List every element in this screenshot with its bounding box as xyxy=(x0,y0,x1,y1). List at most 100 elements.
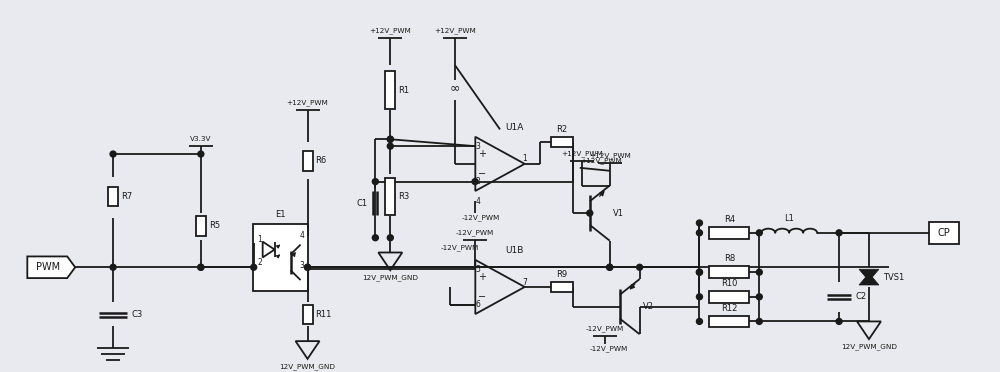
Text: 7: 7 xyxy=(522,278,527,286)
Text: -12V_PWM: -12V_PWM xyxy=(590,346,628,352)
Circle shape xyxy=(472,179,478,185)
Circle shape xyxy=(387,136,393,142)
Text: +12V_PWM: +12V_PWM xyxy=(287,99,328,106)
Circle shape xyxy=(637,264,643,270)
Circle shape xyxy=(696,294,702,300)
Circle shape xyxy=(372,179,378,185)
Circle shape xyxy=(110,264,116,270)
Text: -12V_PWM: -12V_PWM xyxy=(456,229,494,236)
Text: V3.3V: V3.3V xyxy=(190,136,212,142)
Circle shape xyxy=(198,264,204,270)
Text: +12V_PWM: +12V_PWM xyxy=(580,157,622,164)
Circle shape xyxy=(696,230,702,236)
Circle shape xyxy=(756,230,762,236)
Text: V1: V1 xyxy=(613,209,624,218)
Text: R4: R4 xyxy=(724,215,735,224)
Text: 12V_PWM_GND: 12V_PWM_GND xyxy=(841,343,897,350)
Text: R3: R3 xyxy=(398,192,410,201)
Text: 2: 2 xyxy=(257,258,262,267)
Text: 3: 3 xyxy=(299,261,304,270)
Text: CP: CP xyxy=(937,228,950,238)
Text: +: + xyxy=(478,272,486,282)
Circle shape xyxy=(198,151,204,157)
Circle shape xyxy=(696,269,702,275)
Text: 4: 4 xyxy=(299,231,304,240)
Bar xyxy=(108,186,118,206)
Circle shape xyxy=(756,269,762,275)
Circle shape xyxy=(387,136,393,142)
Text: R8: R8 xyxy=(724,254,735,263)
Bar xyxy=(551,282,573,292)
Circle shape xyxy=(756,318,762,324)
Circle shape xyxy=(696,269,702,275)
Bar xyxy=(709,315,749,327)
Text: −: − xyxy=(478,169,486,179)
Bar xyxy=(303,151,313,171)
Text: 12V_PWM_GND: 12V_PWM_GND xyxy=(362,274,418,281)
Text: U1B: U1B xyxy=(505,246,523,255)
Bar xyxy=(196,216,206,236)
Circle shape xyxy=(836,318,842,324)
Text: 6: 6 xyxy=(476,300,480,309)
Polygon shape xyxy=(859,269,879,281)
Text: +12V_PWM: +12V_PWM xyxy=(434,27,476,34)
Bar xyxy=(929,222,959,244)
Text: PWM: PWM xyxy=(36,262,60,272)
Polygon shape xyxy=(859,273,879,285)
Text: -12V_PWM: -12V_PWM xyxy=(586,326,624,332)
Bar xyxy=(385,178,395,215)
Text: R11: R11 xyxy=(316,310,332,319)
Bar xyxy=(709,227,749,239)
Text: -12V_PWM: -12V_PWM xyxy=(462,215,500,221)
Polygon shape xyxy=(27,256,75,278)
Circle shape xyxy=(756,294,762,300)
Circle shape xyxy=(607,264,613,270)
Text: 5: 5 xyxy=(476,265,480,274)
Bar xyxy=(253,224,308,291)
Text: 2: 2 xyxy=(476,177,480,186)
Circle shape xyxy=(696,220,702,226)
Text: +12V_PWM: +12V_PWM xyxy=(369,27,411,34)
Text: C2: C2 xyxy=(855,292,866,301)
Text: TVS1: TVS1 xyxy=(883,273,904,282)
Text: C1: C1 xyxy=(356,199,367,208)
Text: 1: 1 xyxy=(523,154,527,163)
Text: U1A: U1A xyxy=(505,123,523,132)
Bar xyxy=(385,71,395,109)
Circle shape xyxy=(387,143,393,149)
Text: L1: L1 xyxy=(784,214,794,223)
Text: 3: 3 xyxy=(476,142,480,151)
Text: V2: V2 xyxy=(643,302,654,311)
Circle shape xyxy=(305,264,311,270)
Bar xyxy=(303,305,313,324)
Text: +12V_PWM: +12V_PWM xyxy=(589,152,631,159)
Text: -12V_PWM: -12V_PWM xyxy=(440,244,478,251)
Text: +12V_PWM: +12V_PWM xyxy=(561,150,603,157)
Text: R1: R1 xyxy=(398,86,409,94)
Text: −: − xyxy=(478,292,486,302)
Text: 4: 4 xyxy=(476,197,480,206)
Text: R2: R2 xyxy=(556,125,567,134)
Text: R5: R5 xyxy=(209,221,220,230)
Circle shape xyxy=(372,235,378,241)
Bar xyxy=(551,137,573,147)
Circle shape xyxy=(251,264,257,270)
Text: E1: E1 xyxy=(275,210,286,219)
Circle shape xyxy=(110,151,116,157)
Bar xyxy=(709,266,749,278)
Circle shape xyxy=(198,264,204,270)
Circle shape xyxy=(696,318,702,324)
Text: 1: 1 xyxy=(257,235,262,244)
Text: C3: C3 xyxy=(131,310,142,319)
Circle shape xyxy=(387,235,393,241)
Text: +: + xyxy=(478,149,486,159)
Circle shape xyxy=(607,264,613,270)
Circle shape xyxy=(587,210,593,216)
Text: R10: R10 xyxy=(721,279,738,288)
Text: R9: R9 xyxy=(556,270,567,279)
Text: 12V_PWM_GND: 12V_PWM_GND xyxy=(280,363,336,369)
Bar xyxy=(709,291,749,303)
Circle shape xyxy=(836,230,842,236)
Text: R6: R6 xyxy=(316,156,327,166)
Text: ∞: ∞ xyxy=(450,81,460,94)
